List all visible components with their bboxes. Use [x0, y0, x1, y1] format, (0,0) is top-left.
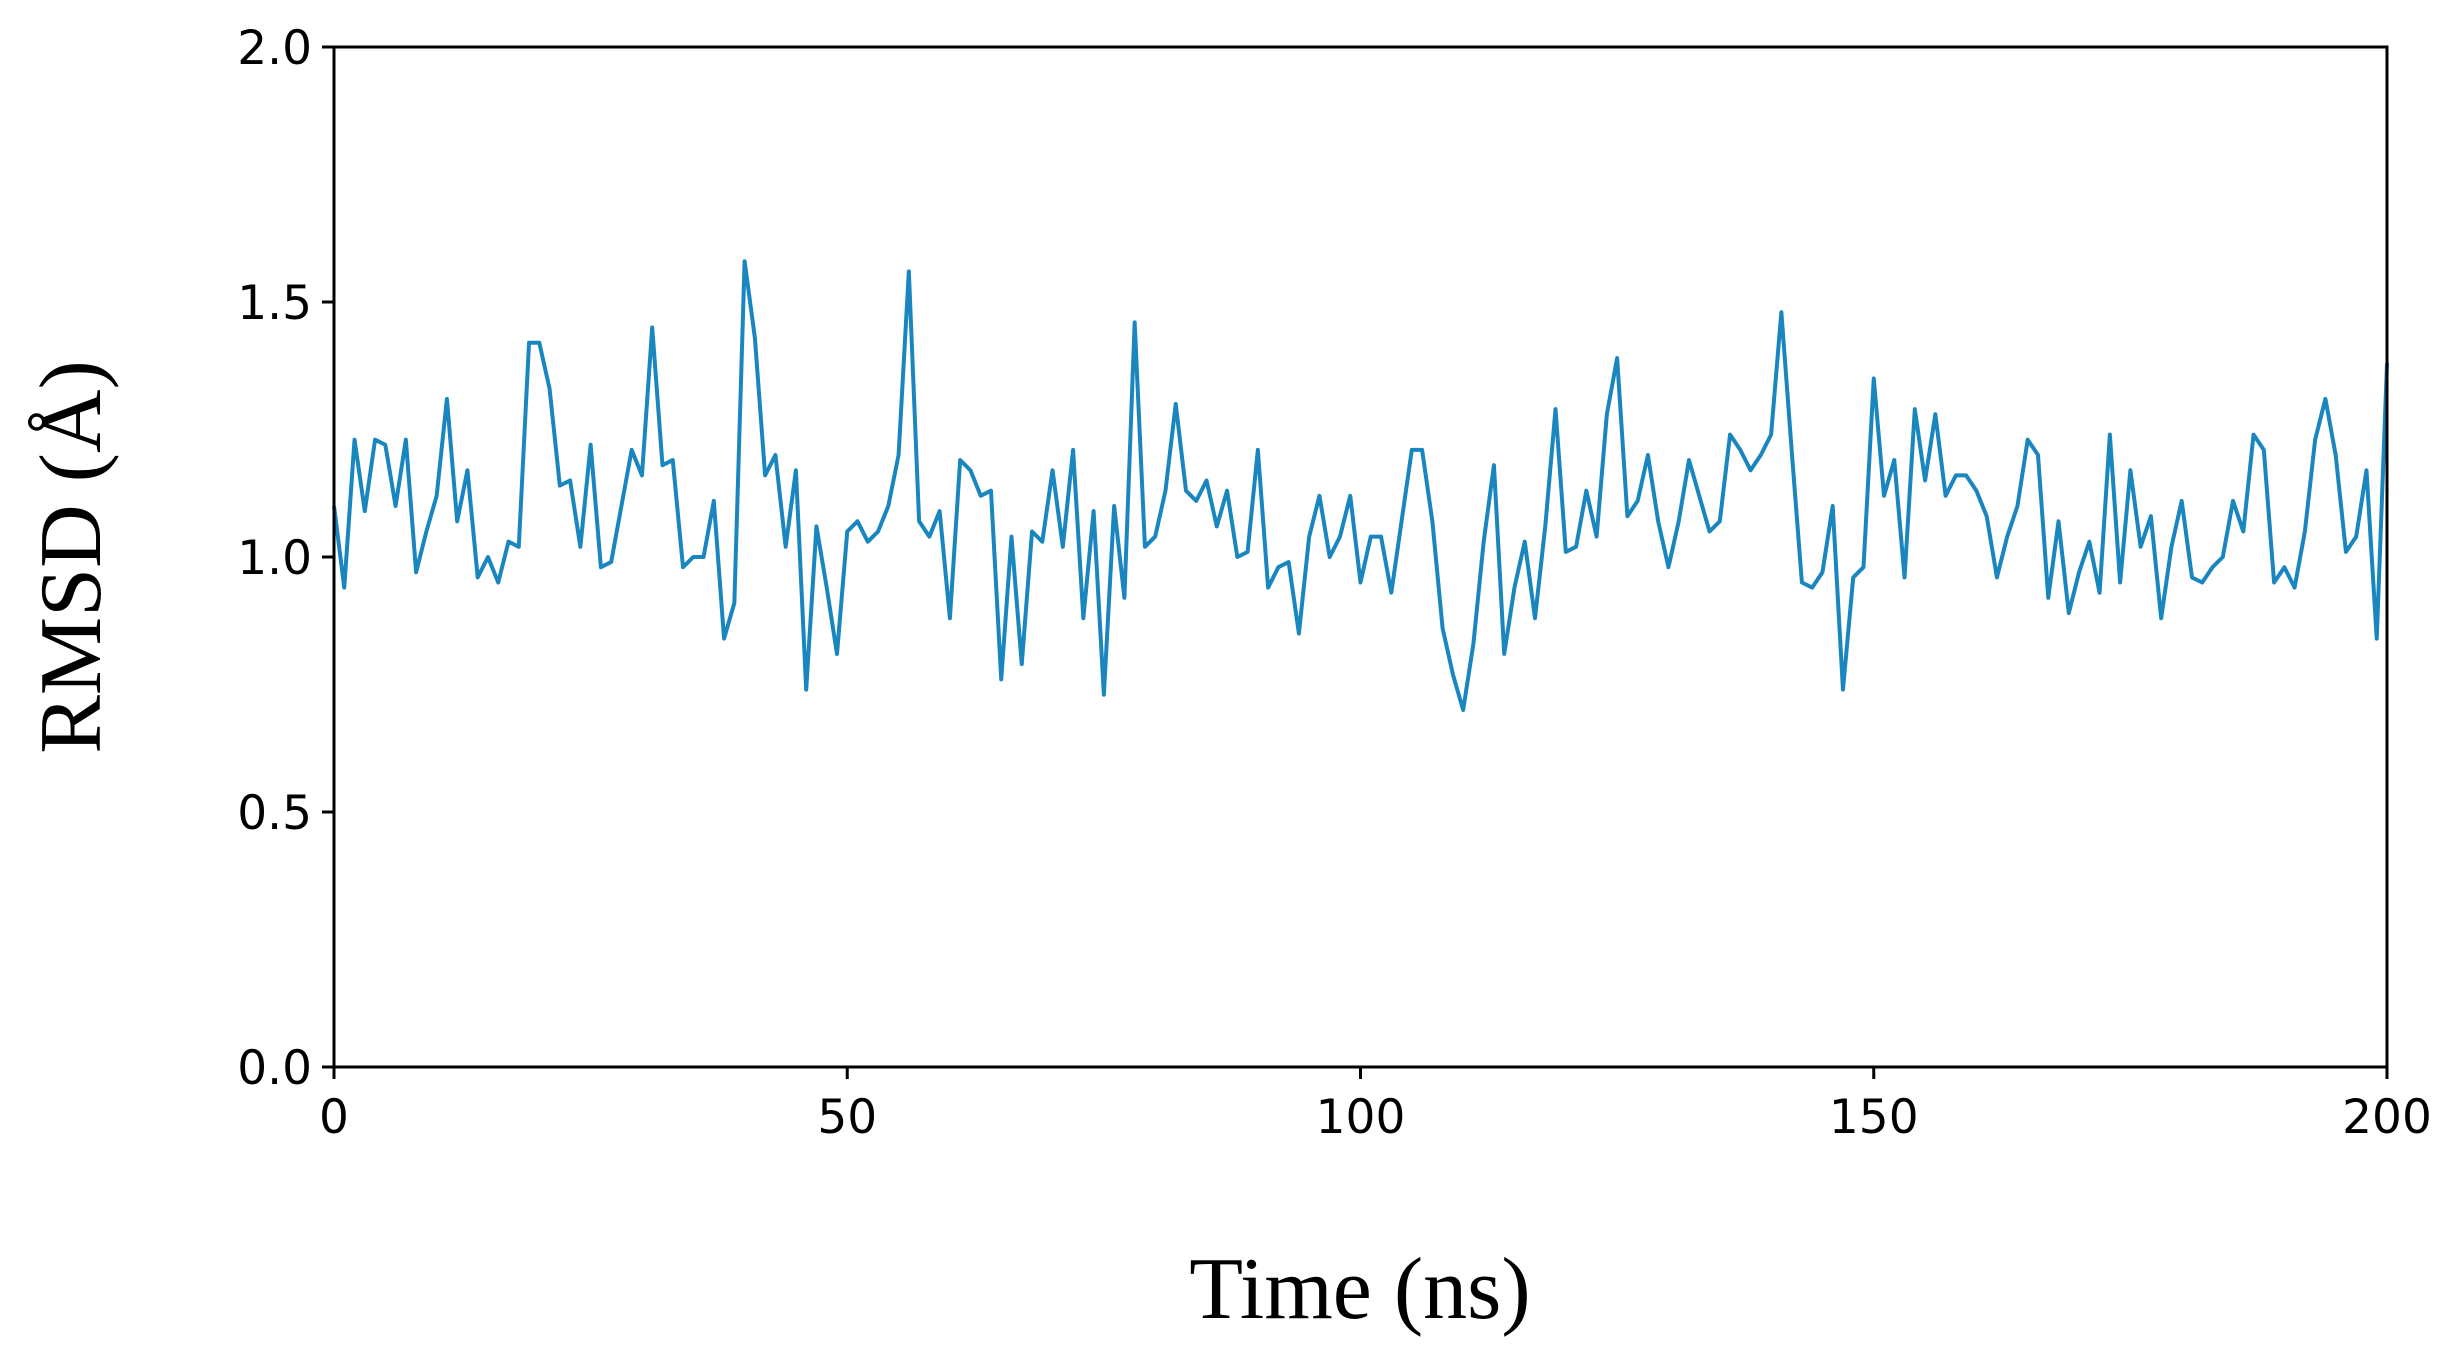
- data-line: [332, 259, 2389, 712]
- y-axis-label: RMSD (Å): [23, 360, 120, 754]
- y-tick-label: 0.0: [237, 1041, 312, 1096]
- x-tick-label: 150: [1829, 1090, 1919, 1145]
- plot-frame: [332, 45, 2389, 1069]
- x-tick-label: 100: [1316, 1090, 1406, 1145]
- x-tick-label: 200: [2342, 1090, 2432, 1145]
- y-tick-label: 0.5: [237, 786, 312, 841]
- x-tick-label: 50: [817, 1090, 877, 1145]
- x-tick-label: 0: [319, 1090, 349, 1145]
- y-tick-label: 1.0: [237, 531, 312, 586]
- y-tick-label: 2.0: [237, 21, 312, 76]
- y-tick-label: 1.5: [237, 276, 312, 331]
- x-axis-label: Time (ns): [1189, 1241, 1530, 1338]
